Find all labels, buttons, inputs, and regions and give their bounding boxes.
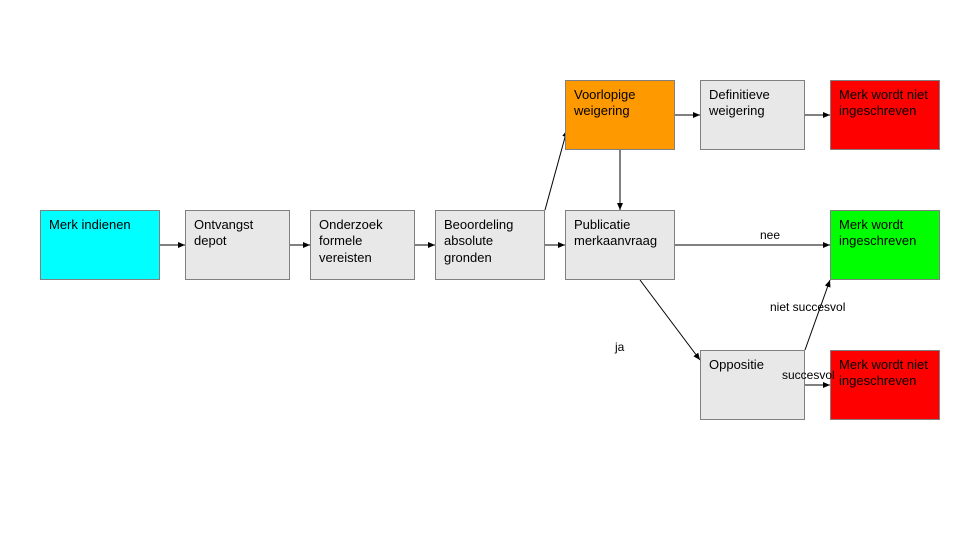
node-definitieve_weigering: Definitieve weigering [700,80,805,150]
node-onderzoek_formele: Onderzoek formele vereisten [310,210,415,280]
node-oppositie: Oppositie [700,350,805,420]
node-ontvangst_depot: Ontvangst depot [185,210,290,280]
edge-oppositie-to-ingeschreven [805,280,830,350]
node-niet_ingeschreven_1: Merk wordt niet ingeschreven [830,80,940,150]
node-beoordeling_abs: Beoordeling absolute gronden [435,210,545,280]
edge-label-publicatie-to-oppositie: ja [615,340,624,354]
edge-beoordeling_abs-to-voorlopige_weigering [545,130,567,210]
edge-publicatie-to-oppositie [640,280,700,360]
node-ingeschreven: Merk wordt ingeschreven [830,210,940,280]
node-merk_indienen: Merk indienen [40,210,160,280]
node-publicatie: Publicatie merkaanvraag [565,210,675,280]
edge-label-oppositie-to-niet_ingeschreven_2: succesvol [782,368,835,382]
node-voorlopige_weigering: Voorlopige weigering [565,80,675,150]
node-niet_ingeschreven_2: Merk wordt niet ingeschreven [830,350,940,420]
edge-label-publicatie-to-ingeschreven: nee [760,228,780,242]
edge-label-oppositie-to-ingeschreven: niet succesvol [770,300,845,314]
flowchart-canvas: Merk indienen Ontvangst depot Onderzoek fo… [0,0,960,540]
